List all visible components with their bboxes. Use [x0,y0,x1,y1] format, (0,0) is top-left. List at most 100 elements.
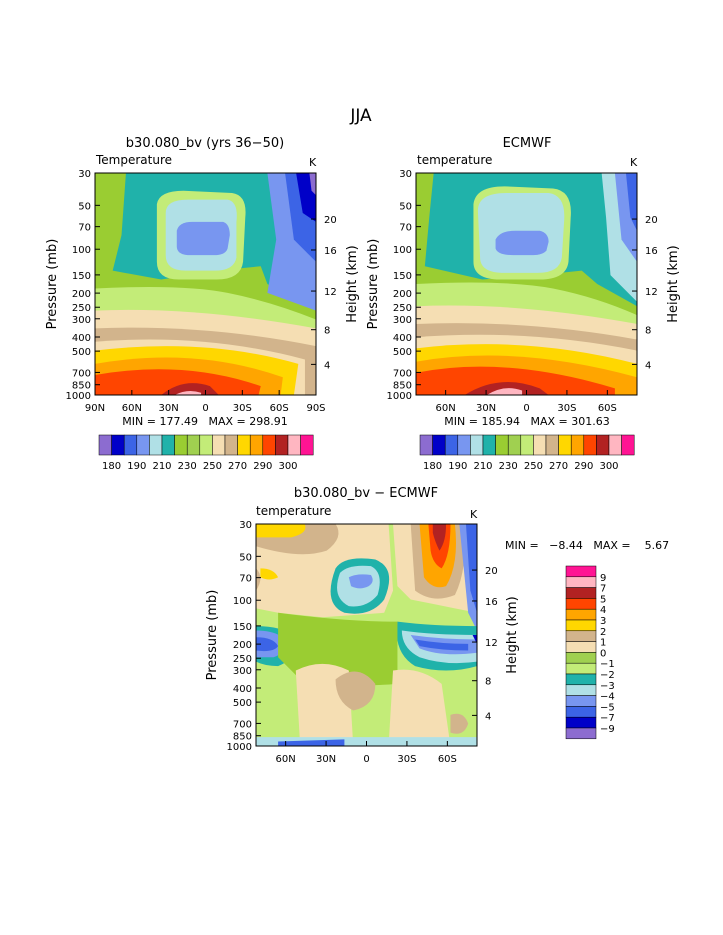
colorbar-swatch [565,695,597,707]
colorbar-swatch [565,587,597,599]
colorbar-label: 300 [599,461,618,472]
panel-1-contour-field [95,173,316,395]
panel-3-x-ticks: 60N 30N 0 30S 60S [276,741,457,765]
y-tick-label: 1000 [387,391,412,402]
colorbar-label: −3 [600,681,615,692]
x-tick-label: 30N [476,403,496,414]
panel-1-x-ticks: 90N 60N 30N 0 30S 60S 90S [85,390,326,414]
colorbar-swatch [111,434,125,456]
colorbar-swatch [136,434,150,456]
colorbar-label: −7 [600,713,615,724]
y-tick-label: 850 [72,381,91,392]
y-tick-label: 700 [72,368,91,379]
colorbar-swatch [570,434,585,456]
colorbar-swatch [300,434,314,456]
x-tick-label: 60S [598,403,617,414]
colorbar-swatch [432,434,446,456]
y-tick-label: 30 [78,169,91,180]
y-tick-label: 250 [72,303,91,314]
panel-2-units: K [630,156,638,169]
colorbar-swatch [565,598,597,610]
x-tick-label: 60N [276,754,296,765]
colorbar-swatch [98,434,112,456]
x-tick-label: 0 [523,403,529,414]
y-tick-label: 200 [393,289,412,300]
y-tick-right-label: 16 [485,597,498,608]
colorbar-swatch [249,434,264,456]
y-tick-label: 850 [393,381,412,392]
colorbar-swatch [565,565,597,578]
colorbar-swatch [237,434,251,456]
x-tick-label: 0 [202,403,208,414]
y-tick-right-label: 8 [324,326,330,337]
colorbar-label: 290 [253,461,272,472]
y-tick-right-label: 4 [645,360,651,371]
y-tick-right-label: 4 [485,711,491,722]
colorbar-swatch [558,434,572,456]
colorbar-label: 300 [278,461,297,472]
y-tick-right-label: 20 [485,566,498,577]
panel-1-min-max: MIN = 177.49 MAX = 298.91 [122,415,287,428]
y-tick-right-label: 20 [324,215,337,226]
y-tick-label: 100 [393,245,412,256]
colorbar-label: 290 [574,461,593,472]
x-tick-label: 90N [85,403,105,414]
panel-1-y-ticks-right: 20 16 12 8 4 [311,215,337,371]
colorbar-swatch [520,434,534,456]
panel-2-min-max: MIN = 185.94 MAX = 301.63 [444,415,609,428]
x-tick-label: 30S [557,403,576,414]
y-tick-label: 100 [233,596,252,607]
panel-3-ylabel-right: Height (km) [505,596,520,673]
colorbar-swatch [123,434,138,456]
page-title: JJA [349,106,372,126]
colorbar-swatch [565,706,597,718]
x-tick-label: 30S [397,754,416,765]
x-tick-label: 60S [270,403,289,414]
colorbar-swatch [444,434,459,456]
x-tick-label: 90S [306,403,325,414]
y-tick-label: 50 [239,552,252,563]
panel-2-x-ticks: 60N 30N 0 30S 60S [436,390,617,414]
colorbar-swatch [470,434,484,456]
panel-2-field-label: temperature [417,153,492,167]
y-tick-label: 30 [239,520,252,531]
y-tick-label: 100 [72,245,91,256]
colorbar-swatch [174,434,188,456]
colorbar-label: 210 [473,461,492,472]
y-tick-label: 150 [72,271,91,282]
x-tick-label: 30N [316,754,336,765]
panel-2-ylabel: Pressure (mb) [366,239,381,330]
y-tick-label: 300 [233,666,252,677]
y-tick-label: 70 [239,574,252,585]
y-tick-label: 150 [393,271,412,282]
colorbar-label: 1 [600,638,606,649]
colorbar-label: 0 [600,648,606,659]
y-tick-label: 400 [72,333,91,344]
x-tick-label: 60S [438,754,457,765]
panel-2-contour-field [416,173,637,395]
y-tick-label: 850 [233,732,252,743]
y-tick-label: 200 [233,640,252,651]
y-tick-label: 70 [399,223,412,234]
x-tick-label: 60N [436,403,456,414]
y-tick-label: 150 [233,622,252,633]
panel-2-title: ECMWF [503,136,552,151]
y-tick-label: 500 [72,347,91,358]
y-tick-label: 50 [399,201,412,212]
y-tick-right-label: 20 [645,215,658,226]
colorbar-label: 5 [600,594,606,605]
colorbar-swatch [565,727,597,740]
y-tick-label: 400 [393,333,412,344]
y-tick-label: 30 [399,169,412,180]
x-tick-label: 30S [233,403,252,414]
colorbar-swatch [565,641,597,653]
colorbar-swatch [565,673,597,686]
colorbar-label: −9 [600,724,615,735]
colorbar-swatch [533,434,547,456]
panel-1-units: K [309,156,317,169]
panel-3-contour-field [256,524,477,746]
y-tick-label: 700 [393,368,412,379]
colorbar-label: 180 [102,461,121,472]
